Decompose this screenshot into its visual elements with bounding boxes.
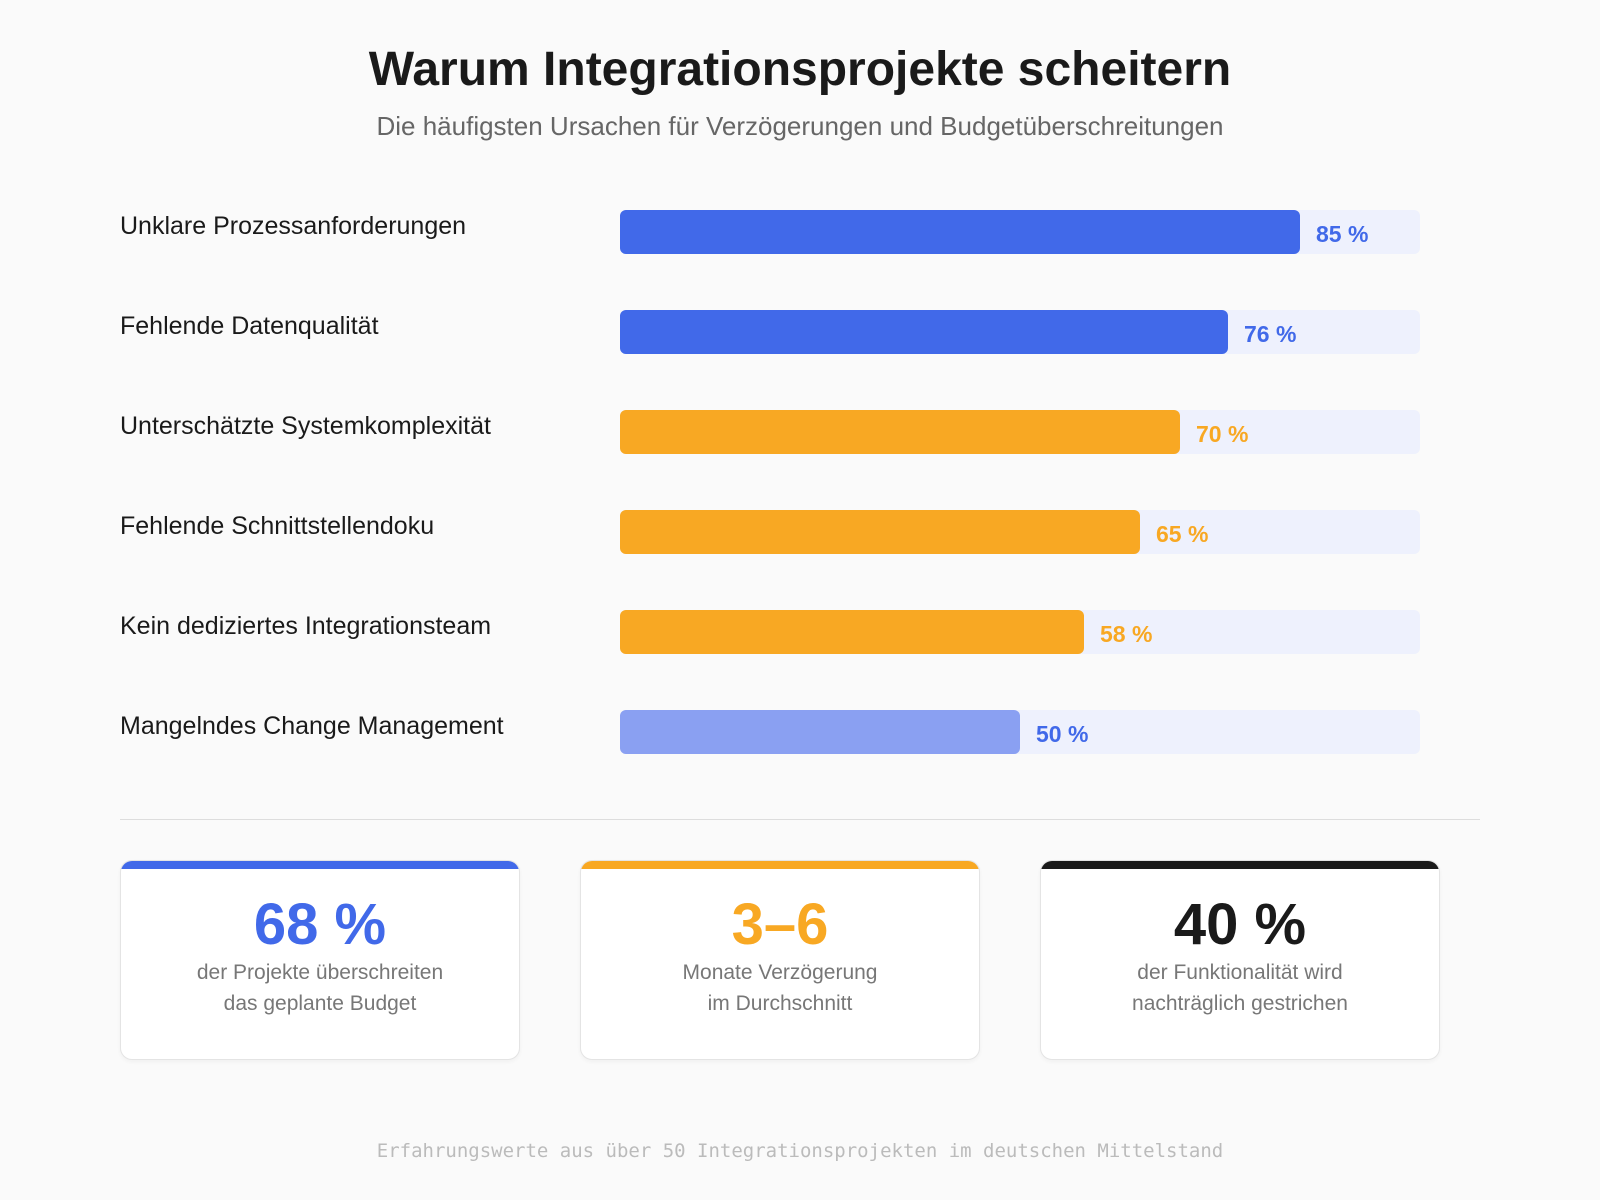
category-label: Fehlende Schnittstellendoku	[120, 512, 435, 540]
bar-row: Kein dediziertes Integrationsteam 58 %	[120, 610, 1420, 654]
stat-card: 40 % der Funktionalität wird nachträglich…	[1040, 860, 1440, 1060]
value-label: 76 %	[1244, 321, 1297, 347]
bar-row: Unklare Prozessanforderungen 85 %	[120, 210, 1420, 254]
value-label: 65 %	[1156, 521, 1209, 547]
bar-row: Fehlende Datenqualität 76 %	[120, 310, 1420, 354]
footer-note: Erfahrungswerte aus über 50 Integrations…	[376, 1140, 1224, 1162]
card-accent-bar	[121, 861, 519, 869]
divider	[120, 819, 1480, 820]
bar	[620, 410, 1180, 454]
bar	[620, 610, 1084, 654]
value-label: 85 %	[1316, 221, 1369, 247]
stat-line: der Projekte überschreiten	[196, 961, 444, 984]
bar-track: 50 %	[620, 710, 1420, 754]
stat-description: Monate Verzögerung im Durchschnitt	[581, 957, 979, 1019]
stat-card: 3–6 Monate Verzögerung im Durchschnitt	[580, 860, 980, 1060]
bar	[620, 710, 1020, 754]
bar-row: Mangelndes Change Management 50 %	[120, 710, 1420, 754]
stat-line: der Funktionalität wird	[1137, 961, 1343, 984]
value-label: 58 %	[1100, 621, 1153, 647]
value-label: 50 %	[1036, 721, 1089, 747]
category-label: Kein dediziertes Integrationsteam	[120, 612, 492, 640]
value-label: 70 %	[1196, 421, 1249, 447]
stat-line: nachträglich gestrichen	[1132, 992, 1348, 1015]
bar-track: 58 %	[620, 610, 1420, 654]
bar-track: 65 %	[620, 510, 1420, 554]
bar	[620, 210, 1300, 254]
stat-line: im Durchschnitt	[707, 992, 853, 1015]
bar-track: 85 %	[620, 210, 1420, 254]
stat-line: das geplante Budget	[223, 992, 417, 1015]
stat-value: 3–6	[731, 892, 829, 957]
stat-card: 68 % der Projekte überschreiten das gepla…	[120, 860, 520, 1060]
category-label: Fehlende Datenqualität	[120, 312, 379, 340]
stat-value: 40 %	[1173, 892, 1307, 957]
bar-track: 70 %	[620, 410, 1420, 454]
stat-value: 68 %	[253, 892, 387, 957]
bar-row: Fehlende Schnittstellendoku 65 %	[120, 510, 1420, 554]
card-accent-bar	[581, 861, 979, 869]
bar-track: 76 %	[620, 310, 1420, 354]
stat-description: der Funktionalität wird nachträglich gest…	[1041, 957, 1439, 1019]
category-label: Unterschätzte Systemkomplexität	[120, 412, 491, 440]
stat-line: Monate Verzögerung	[682, 961, 878, 984]
page-title: Warum Integrationsprojekte scheitern	[368, 43, 1232, 96]
category-label: Unklare Prozessanforderungen	[120, 212, 467, 240]
page-subtitle: Die häufigsten Ursachen für Verzögerunge…	[376, 111, 1224, 141]
bar	[620, 310, 1228, 354]
bar	[620, 510, 1140, 554]
bar-row: Unterschätzte Systemkomplexität 70 %	[120, 410, 1420, 454]
category-label: Mangelndes Change Management	[120, 712, 504, 740]
stat-description: der Projekte überschreiten das geplante B…	[121, 957, 519, 1019]
card-accent-bar	[1041, 861, 1439, 869]
